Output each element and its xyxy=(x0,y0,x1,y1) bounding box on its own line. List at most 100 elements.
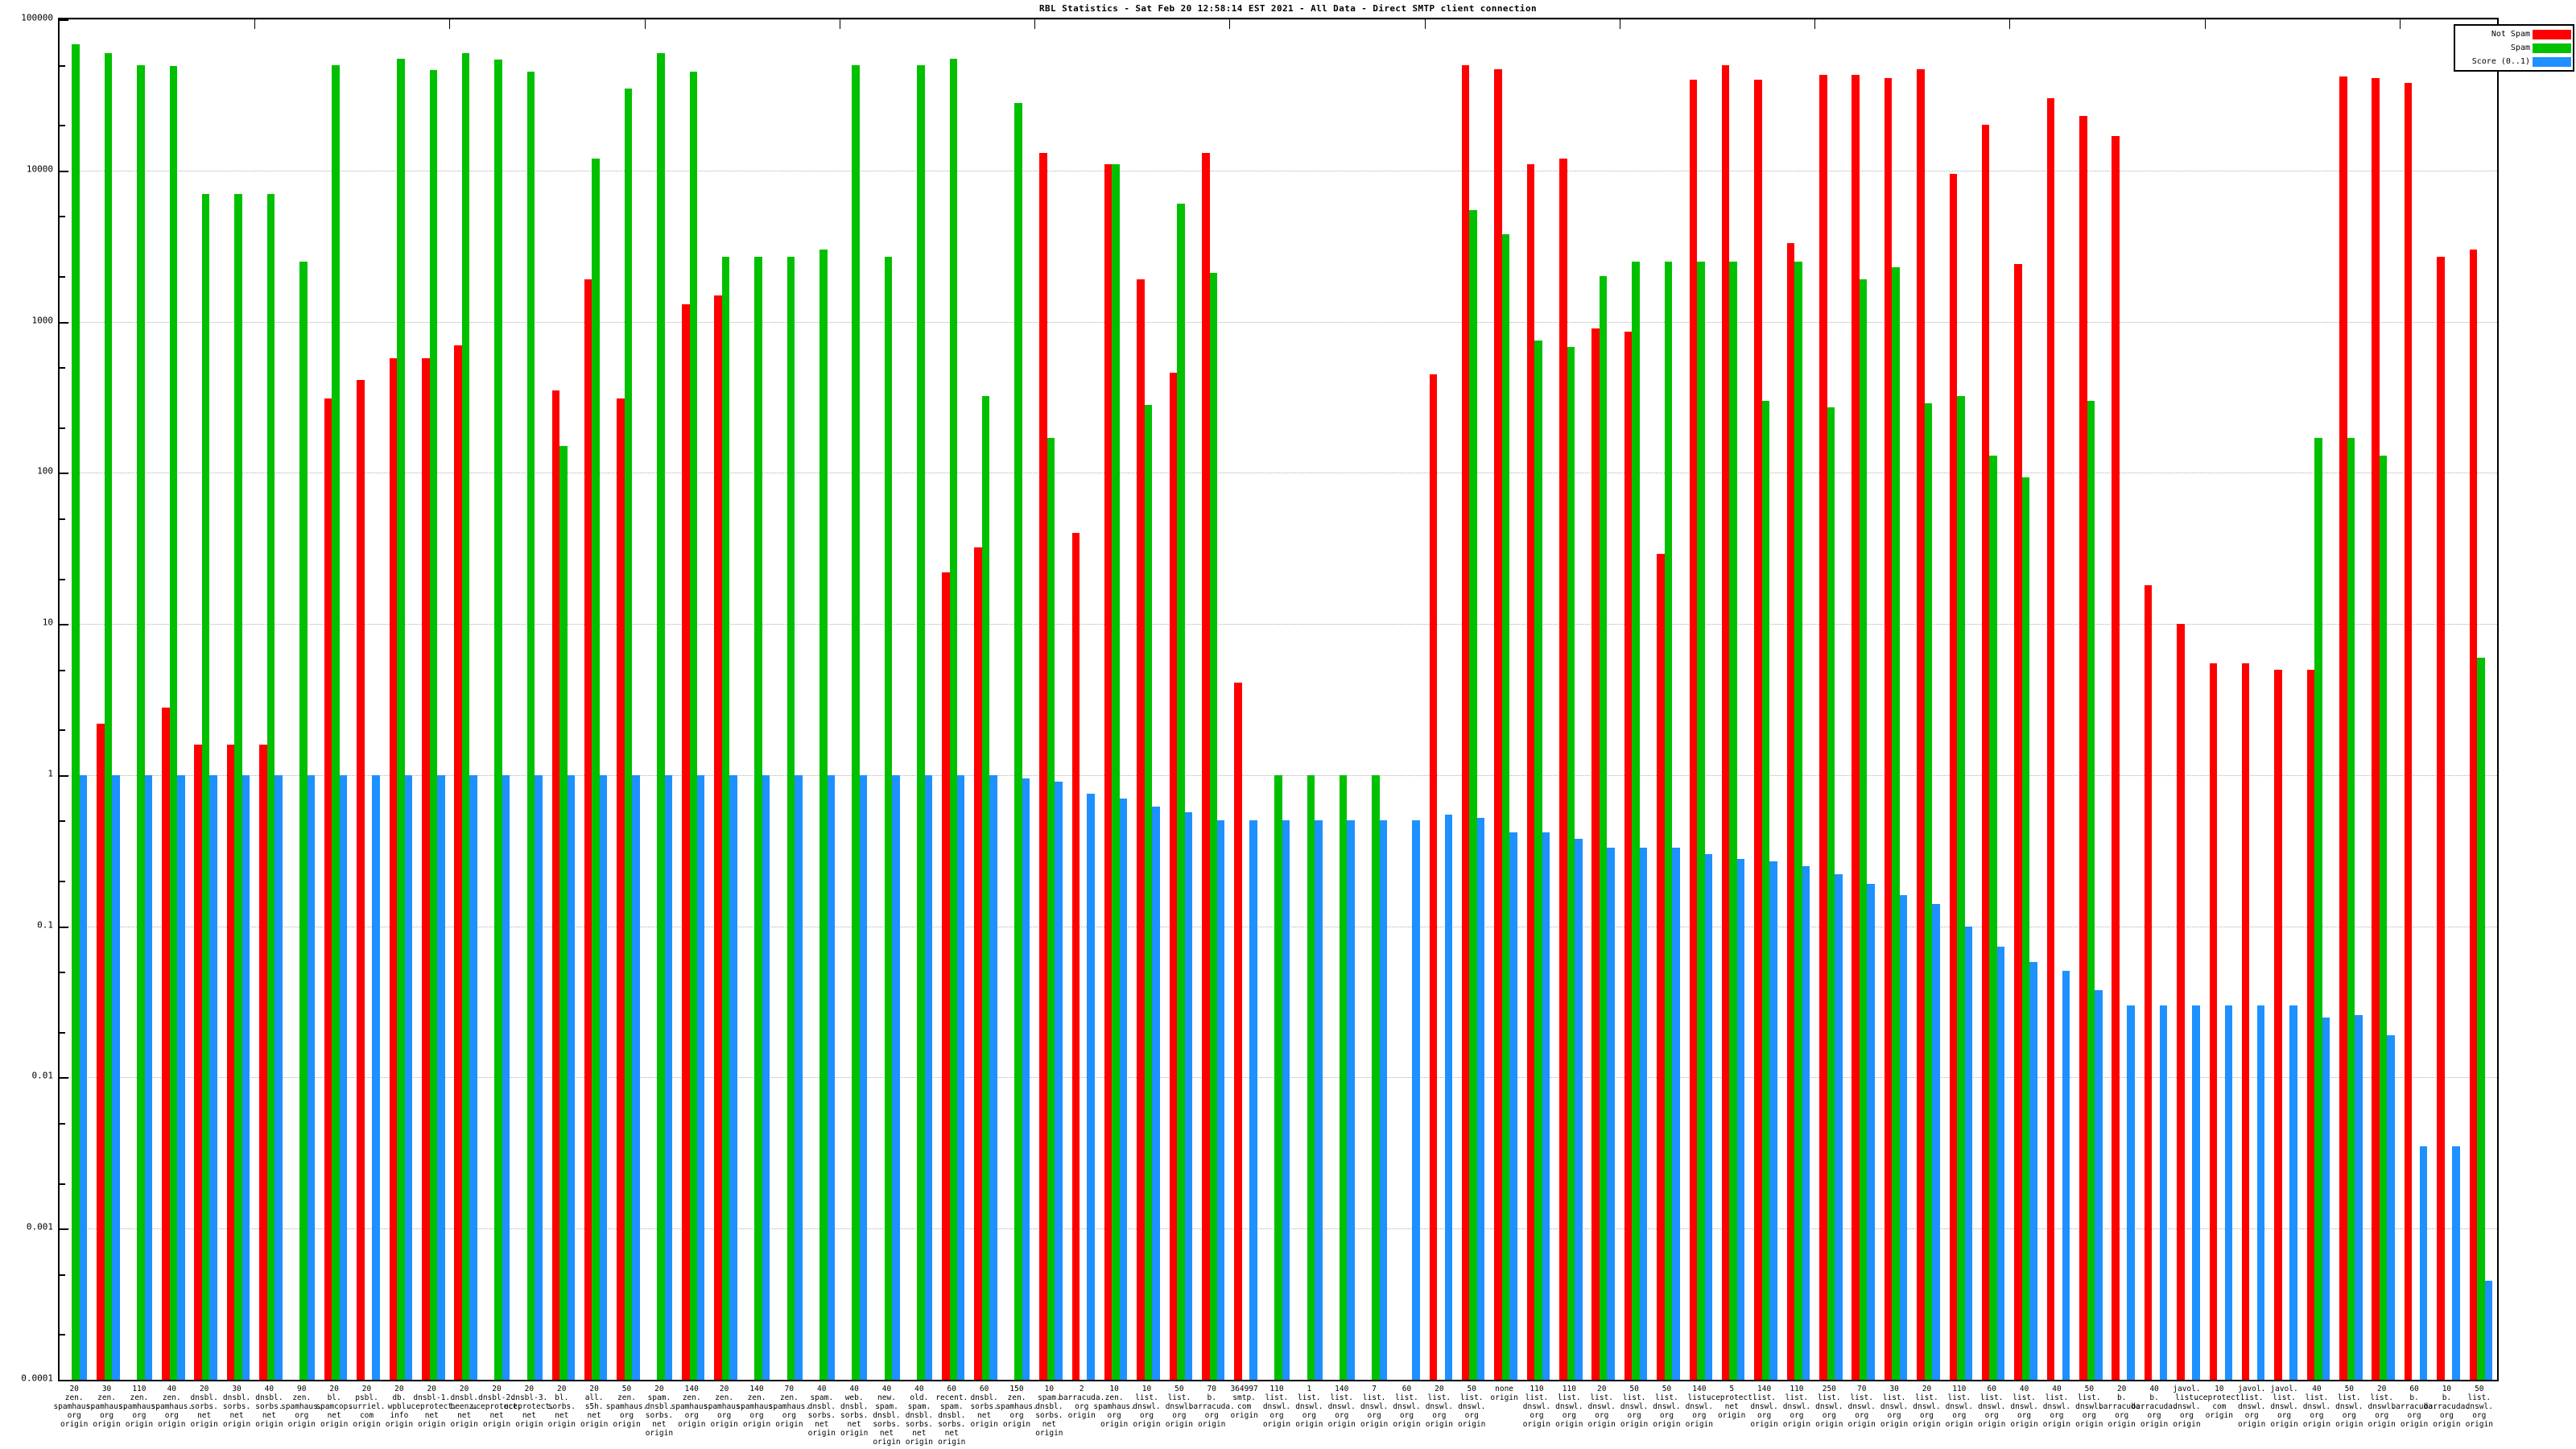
bar-spam[interactable] xyxy=(657,52,665,1380)
bar-not-spam[interactable] xyxy=(2079,115,2087,1380)
bar-not-spam[interactable] xyxy=(1786,243,1795,1380)
bar-spam[interactable] xyxy=(1957,396,1965,1380)
bar-not-spam[interactable] xyxy=(1884,77,1893,1380)
bar-group[interactable] xyxy=(514,19,547,1380)
bar-spam[interactable] xyxy=(754,256,762,1380)
bar-spam[interactable] xyxy=(1924,402,1933,1380)
bar-score[interactable] xyxy=(1087,794,1095,1380)
bar-group[interactable] xyxy=(157,19,189,1380)
bar-score[interactable] xyxy=(1704,854,1713,1380)
bar-score[interactable] xyxy=(2289,1005,2297,1380)
bar-not-spam[interactable] xyxy=(1462,64,1470,1380)
bar-not-spam[interactable] xyxy=(2112,135,2120,1380)
bar-group[interactable] xyxy=(482,19,514,1380)
bar-score[interactable] xyxy=(1802,865,1810,1380)
bar-spam[interactable] xyxy=(1144,405,1153,1380)
bar-not-spam[interactable] xyxy=(357,380,365,1380)
bar-score[interactable] xyxy=(827,774,835,1380)
bar-spam[interactable] xyxy=(1567,347,1575,1380)
bar-group[interactable] xyxy=(1457,19,1489,1380)
bar-group[interactable] xyxy=(1782,19,1814,1380)
bar-score[interactable] xyxy=(2355,1014,2363,1380)
bar-score[interactable] xyxy=(1964,926,1973,1380)
bar-score[interactable] xyxy=(502,774,510,1380)
bar-score[interactable] xyxy=(209,774,217,1380)
bar-spam[interactable] xyxy=(299,261,308,1380)
bar-group[interactable] xyxy=(2205,19,2237,1380)
bar-spam[interactable] xyxy=(949,58,957,1380)
bar-spam[interactable] xyxy=(1469,209,1477,1380)
bar-score[interactable] xyxy=(177,774,185,1380)
bar-not-spam[interactable] xyxy=(1689,79,1698,1380)
bar-not-spam[interactable] xyxy=(974,547,982,1380)
bar-score[interactable] xyxy=(112,774,120,1380)
bar-group[interactable] xyxy=(872,19,904,1380)
bar-group[interactable] xyxy=(547,19,580,1380)
bar-group[interactable] xyxy=(417,19,449,1380)
bar-not-spam[interactable] xyxy=(2437,256,2445,1380)
bar-group[interactable] xyxy=(840,19,872,1380)
bar-score[interactable] xyxy=(1184,811,1193,1380)
bar-not-spam[interactable] xyxy=(2372,77,2380,1380)
bar-group[interactable] xyxy=(1749,19,1781,1380)
bar-score[interactable] xyxy=(2484,1281,2493,1380)
bar-score[interactable] xyxy=(1216,820,1225,1380)
bar-score[interactable] xyxy=(1672,848,1680,1380)
bar-not-spam[interactable] xyxy=(1981,125,1990,1380)
bar-group[interactable] xyxy=(1067,19,1100,1380)
bar-score[interactable] xyxy=(2452,1146,2460,1380)
bar-spam[interactable] xyxy=(1859,279,1868,1380)
bar-spam[interactable] xyxy=(1501,233,1510,1380)
bar-group[interactable] xyxy=(612,19,644,1380)
bar-group[interactable] xyxy=(774,19,807,1380)
bar-not-spam[interactable] xyxy=(97,723,105,1380)
bar-score[interactable] xyxy=(2387,1035,2395,1380)
bar-spam[interactable] xyxy=(819,249,828,1380)
bar-spam[interactable] xyxy=(2477,657,2485,1380)
bar-group[interactable] xyxy=(1229,19,1261,1380)
bar-group[interactable] xyxy=(1912,19,1944,1380)
bar-group[interactable] xyxy=(2009,19,2041,1380)
bar-score[interactable] xyxy=(79,774,88,1380)
bar-score[interactable] xyxy=(1932,904,1940,1380)
bar-group[interactable] xyxy=(580,19,612,1380)
bar-spam[interactable] xyxy=(1794,261,1802,1380)
bar-score[interactable] xyxy=(1444,814,1453,1380)
bar-score[interactable] xyxy=(1412,820,1420,1380)
bar-spam[interactable] xyxy=(72,44,80,1380)
bar-spam[interactable] xyxy=(721,256,730,1380)
bar-group[interactable] xyxy=(92,19,124,1380)
bar-score[interactable] xyxy=(2095,989,2103,1380)
bar-group[interactable] xyxy=(1945,19,1977,1380)
bar-group[interactable] xyxy=(1620,19,1652,1380)
bar-score[interactable] xyxy=(989,774,997,1380)
bar-spam[interactable] xyxy=(1729,261,1737,1380)
bar-group[interactable] xyxy=(2172,19,2204,1380)
bar-group[interactable] xyxy=(2432,19,2464,1380)
bar-score[interactable] xyxy=(957,774,965,1380)
bar-spam[interactable] xyxy=(201,193,210,1380)
bar-not-spam[interactable] xyxy=(1754,79,1762,1380)
bar-not-spam[interactable] xyxy=(1559,158,1567,1380)
bar-not-spam[interactable] xyxy=(1039,153,1047,1380)
bar-group[interactable] xyxy=(1392,19,1424,1380)
bar-group[interactable] xyxy=(1814,19,1847,1380)
bar-score[interactable] xyxy=(1867,884,1875,1380)
bar-group[interactable] xyxy=(1034,19,1067,1380)
bar-not-spam[interactable] xyxy=(1526,164,1535,1380)
bar-score[interactable] xyxy=(1282,820,1290,1380)
bar-spam[interactable] xyxy=(2021,477,2030,1380)
bar-spam[interactable] xyxy=(1046,438,1055,1380)
bar-not-spam[interactable] xyxy=(551,390,560,1380)
bar-score[interactable] xyxy=(1575,838,1583,1380)
bar-score[interactable] xyxy=(535,774,543,1380)
bar-spam[interactable] xyxy=(1534,341,1542,1380)
bar-spam[interactable] xyxy=(1339,774,1348,1380)
bar-score[interactable] xyxy=(2224,1005,2233,1380)
bar-score[interactable] xyxy=(2322,1017,2330,1380)
bar-score[interactable] xyxy=(2029,962,2037,1380)
bar-score[interactable] xyxy=(1835,874,1843,1380)
bar-not-spam[interactable] xyxy=(389,358,398,1380)
bar-spam[interactable] xyxy=(234,193,242,1380)
bar-score[interactable] xyxy=(2127,1005,2135,1380)
